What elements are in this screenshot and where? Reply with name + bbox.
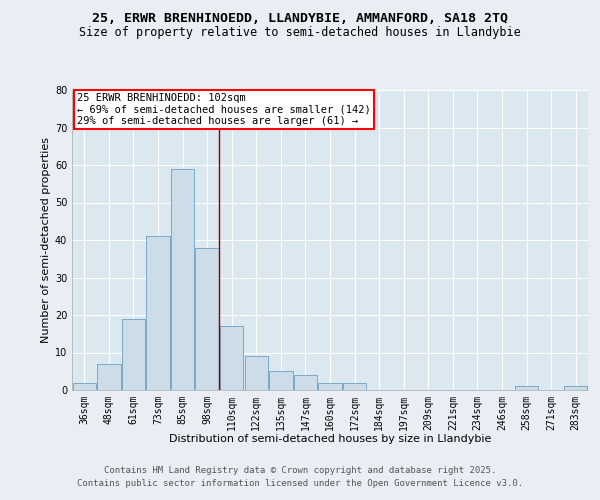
Bar (97, 364, 121, 390)
Y-axis label: Number of semi-detached properties: Number of semi-detached properties (41, 137, 50, 343)
Bar (122, 319, 145, 390)
Bar (196, 248, 219, 390)
Bar (73, 382, 96, 390)
Bar (220, 326, 244, 390)
Bar (269, 371, 293, 390)
Bar (343, 382, 366, 390)
Bar (245, 356, 268, 390)
Bar (294, 375, 317, 390)
Text: 25 ERWR BRENHINOEDD: 102sqm
← 69% of semi-detached houses are smaller (142)
29% : 25 ERWR BRENHINOEDD: 102sqm ← 69% of sem… (77, 93, 371, 126)
Bar (515, 386, 538, 390)
Bar (319, 382, 341, 390)
X-axis label: Distribution of semi-detached houses by size in Llandybie: Distribution of semi-detached houses by … (169, 434, 491, 444)
Bar (146, 236, 170, 390)
Text: Contains HM Land Registry data © Crown copyright and database right 2025.
Contai: Contains HM Land Registry data © Crown c… (77, 466, 523, 487)
Bar (564, 386, 587, 390)
Bar (171, 169, 194, 390)
Text: 25, ERWR BRENHINOEDD, LLANDYBIE, AMMANFORD, SA18 2TQ: 25, ERWR BRENHINOEDD, LLANDYBIE, AMMANFO… (92, 12, 508, 26)
Text: Size of property relative to semi-detached houses in Llandybie: Size of property relative to semi-detach… (79, 26, 521, 39)
